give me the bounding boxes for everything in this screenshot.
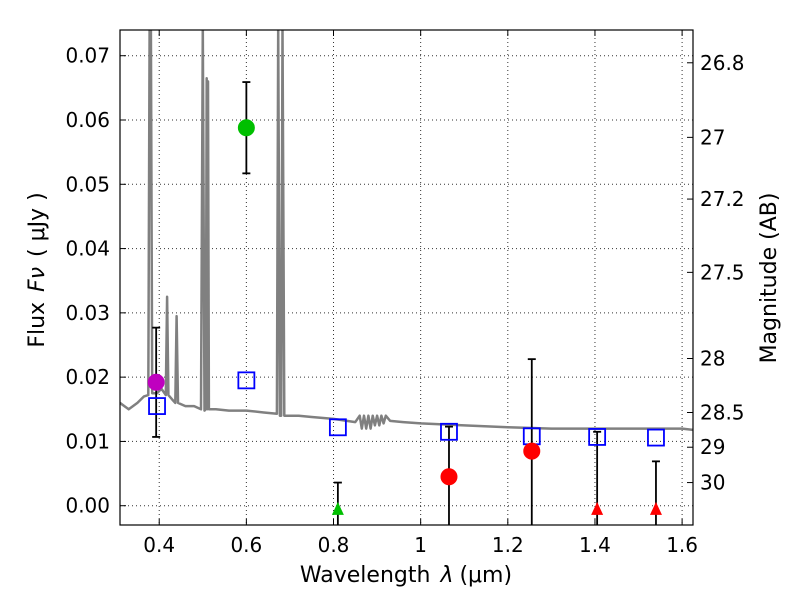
x-tick-label: 1.4 bbox=[579, 533, 611, 557]
model-photometry-square bbox=[148, 397, 166, 415]
template-spectrum-line bbox=[120, 30, 693, 432]
y-tick-label: 0.04 bbox=[65, 237, 110, 261]
observed-flux-point bbox=[440, 468, 458, 486]
y-tick-label: 0.01 bbox=[65, 429, 110, 453]
x-axis-label-symbol: λ bbox=[439, 563, 453, 588]
model-photometry-square bbox=[440, 422, 458, 441]
y-axis-label-prefix: Flux bbox=[25, 302, 50, 348]
x-axis-label-prefix: Wavelength bbox=[300, 563, 431, 588]
x-axis-label-unit: (μm) bbox=[459, 563, 512, 588]
magnitude-tick-label: 27.5 bbox=[700, 260, 745, 284]
magnitude-axis: 26.8 27 27.2 27.5 28 28.5 29 30 bbox=[687, 51, 745, 495]
grid bbox=[120, 30, 693, 525]
observed-flux-point bbox=[523, 442, 541, 460]
y-axis-label-unit: ( μJy ) bbox=[25, 192, 50, 257]
x-tick-label: 1.2 bbox=[492, 533, 524, 557]
magnitude-tick-label: 30 bbox=[700, 471, 725, 495]
x-tick-label: 0.6 bbox=[230, 533, 262, 557]
y-tick-label: 0.07 bbox=[65, 44, 110, 68]
magnitude-tick-label: 27.2 bbox=[700, 187, 745, 211]
upper-limit-triangle bbox=[331, 501, 344, 515]
magnitude-tick-label: 29 bbox=[700, 435, 725, 459]
model-photometry-square bbox=[237, 371, 256, 390]
x-axis: 0.4 0.6 0.8 1 1.2 1.4 1.6 bbox=[143, 30, 698, 557]
model-photometry-square bbox=[647, 428, 665, 447]
x-tick-label: 0.8 bbox=[318, 533, 350, 557]
y-tick-label: 0.05 bbox=[65, 172, 110, 196]
y-axis-label: Flux Fν ( μJy ) bbox=[25, 192, 50, 347]
magnitude-tick-label: 28 bbox=[700, 347, 725, 371]
y-axis: 0.00 0.01 0.02 0.03 0.04 0.05 0.06 0.07 bbox=[65, 44, 126, 518]
observed-flux-point bbox=[237, 119, 255, 137]
x-tick-label: 0.4 bbox=[143, 533, 175, 557]
model-photometry-square bbox=[328, 418, 347, 437]
magnitude-axis-label: Magnitude (AB) bbox=[757, 193, 782, 364]
spectrum-layer bbox=[120, 30, 693, 432]
magnitude-tick-label: 26.8 bbox=[700, 51, 745, 75]
x-tick-label: 1.6 bbox=[666, 533, 698, 557]
model-photometry-square bbox=[588, 428, 607, 446]
upper-limit-triangle bbox=[649, 501, 662, 515]
x-tick-label: 1 bbox=[414, 533, 427, 557]
magnitude-tick-label: 27 bbox=[700, 125, 725, 149]
plot-frame bbox=[119, 29, 694, 526]
y-tick-label: 0.02 bbox=[65, 365, 110, 389]
y-axis-label-symbol: Fν bbox=[25, 267, 50, 292]
x-axis-label: Wavelength λ (μm) bbox=[300, 563, 512, 588]
y-tick-label: 0.03 bbox=[65, 301, 110, 325]
y-tick-label: 0.00 bbox=[65, 494, 110, 518]
observed-flux-point bbox=[147, 373, 165, 391]
marker-layer bbox=[147, 81, 665, 525]
upper-limit-triangle bbox=[591, 501, 604, 515]
y-tick-label: 0.06 bbox=[65, 108, 110, 132]
magnitude-tick-label: 28.5 bbox=[700, 401, 745, 425]
